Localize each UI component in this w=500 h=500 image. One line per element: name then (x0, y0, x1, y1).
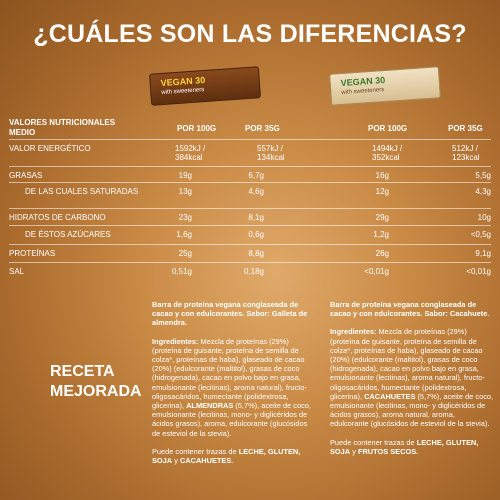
allergen: LECHE, GLUTEN, SOJA (330, 437, 479, 456)
row-value: 9,1g (475, 249, 491, 258)
trazas-text: Puede contener trazas de (330, 437, 417, 447)
product-image-peanut: VEGAN 30 with sweeteners (329, 66, 441, 106)
row-value: 1,6g (176, 230, 192, 239)
table-row: GRASAS 19g 6,7g 16g 5,5g (9, 166, 491, 182)
table-row: DE LAS CUALES SATURADAS 13g 4,6g 12g 4,3… (9, 182, 491, 208)
trazas-text: y (350, 446, 358, 456)
product-description-almond: Barra de proteína vegana conglaseada de … (152, 300, 316, 474)
table-row: DE ÉSTOS AZÚCARES 1,6g 0,6g 1,2g <0,5g (9, 225, 491, 244)
row-value: <0,01g (466, 267, 491, 276)
row-label: VALOR ENERGÉTICO (9, 144, 91, 153)
row-value: 0,6g (248, 230, 264, 239)
table-row: VALOR ENERGÉTICO 1592kJ / 384kcal 557kJ … (9, 139, 491, 166)
row-label: SAL (9, 267, 25, 276)
page-title: ¿CUÁLES SON LAS DIFERENCIAS? (33, 20, 467, 48)
row-value: 0,18g (243, 267, 264, 276)
header-col: POR 100G (368, 124, 408, 133)
row-value: 26g (375, 249, 389, 258)
product-sub: with sweeteners (341, 87, 385, 97)
trazas-text: Puede contener trazas de (152, 446, 239, 456)
allergen: LECHE, GLUTEN, SOJA (152, 446, 301, 466)
ingredients-text: (5,7%), aceite de coco, emulsionante (le… (152, 401, 311, 438)
row-value: 512kJ / 123kcal (452, 144, 480, 162)
product-description-peanut: Barra de proteína vegana conglaseada de … (330, 300, 495, 465)
trazas-text: y (172, 456, 180, 466)
ingredients-text: Mezcla de proteínas (29%) (proteína de g… (330, 327, 485, 401)
ingredients-text: Mezcla de proteínas (29%) (proteína de g… (152, 336, 307, 411)
product-sub: with sweeteners (161, 87, 205, 97)
desc-intro: Barra de proteína vegana conglaseada de … (330, 300, 490, 319)
receta-mejorada-label: RECETA MEJORADA (50, 363, 142, 400)
row-value: 4,6g (248, 187, 264, 196)
row-value: 25g (178, 249, 192, 258)
allergen: CACAHUETES. (179, 456, 234, 466)
header-col: POR 35G (245, 124, 280, 133)
allergen: CACAHUETES (364, 391, 416, 401)
ingredients-label: Ingredientes: (152, 336, 199, 346)
row-value: <0,5g (470, 230, 491, 239)
row-value: 29g (375, 213, 389, 222)
row-value: 1,2g (373, 230, 389, 239)
row-value: 10g (477, 213, 491, 222)
desc-intro: Barra de proteína vegana conglaseada de … (152, 300, 308, 328)
table-row: SAL 0,51g 0,18g <0,01g <0,01g (9, 262, 491, 282)
row-value: 19g (178, 171, 192, 180)
ingredients-label: Ingredientes: (330, 327, 377, 337)
row-label: HIDRATOS DE CARBONO (9, 213, 106, 222)
row-value: 8,8g (248, 249, 264, 258)
product-brand: VEGAN 30 (340, 74, 386, 89)
ingredients-text: (5,7%), aceite de coco, emulsionante (le… (330, 391, 494, 429)
row-value: <0,01g (364, 267, 389, 276)
row-value: 1592kJ / 384kcal (175, 144, 206, 162)
row-value: 557kJ / 134kcal (257, 144, 285, 162)
row-label: PROTEÍNAS (9, 249, 56, 258)
table-row: HIDRATOS DE CARBONO 23g 8,1g 29g 10g (9, 208, 491, 225)
row-value: 13g (178, 187, 192, 196)
header-label: VALORES NUTRICIONALES MEDIO (9, 118, 116, 137)
allergen: FRUTOS SECOS. (357, 446, 419, 456)
row-value: 4,3g (475, 187, 491, 196)
row-value: 8,1g (248, 213, 264, 222)
row-label: GRASAS (9, 171, 43, 180)
row-value: 1494kJ / 352kcal (372, 144, 403, 162)
row-label: DE LAS CUALES SATURADAS (25, 187, 139, 196)
header-col: POR 35G (448, 124, 483, 133)
row-value: 23g (178, 213, 192, 222)
product-brand: VEGAN 30 (160, 74, 206, 89)
row-value: 0,51g (171, 267, 192, 276)
header-col: POR 100G (177, 124, 217, 133)
row-value: 12g (375, 187, 389, 196)
row-value: 5,5g (475, 171, 491, 180)
row-label: DE ÉSTOS AZÚCARES (25, 230, 111, 239)
product-image-almond: VEGAN 30 with sweeteners (149, 66, 261, 106)
row-value: 16g (375, 171, 389, 180)
table-row: PROTEÍNAS 25g 8,8g 26g 9,1g (9, 244, 491, 262)
row-value: 6,7g (248, 171, 264, 180)
allergen: ALMENDRAS (186, 401, 234, 411)
